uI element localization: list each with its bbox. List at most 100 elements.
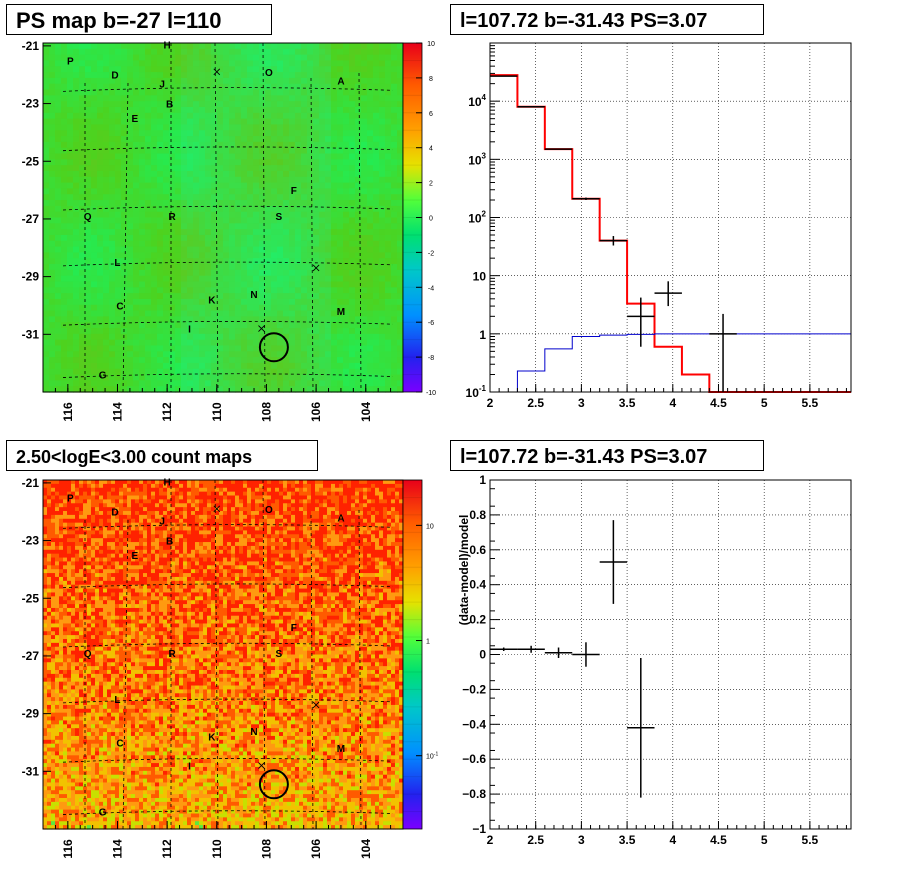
heatmap-cell: [283, 258, 290, 265]
heatmap-cell: [133, 211, 140, 219]
heatmap-cell: [361, 130, 368, 137]
heatmap-cell: [337, 217, 344, 224]
heatmap-cell: [59, 646, 64, 652]
heatmap-cell: [103, 293, 110, 300]
heatmap-cell: [235, 223, 242, 230]
y-tick-label-base: 10: [468, 95, 482, 109]
heatmap-cell: [47, 797, 52, 803]
heatmap-cell: [295, 48, 302, 56]
heatmap-cell: [343, 54, 350, 62]
heatmap-cell: [265, 118, 272, 126]
heatmap-cell: [79, 542, 84, 547]
heatmap-cell: [43, 176, 50, 184]
heatmap-cell: [55, 345, 62, 352]
heatmap-cell: [115, 316, 122, 323]
heatmap-cell: [157, 362, 164, 370]
heatmap-cell: [325, 304, 332, 312]
heatmap-cell: [87, 743, 92, 749]
heatmap-cell: [229, 66, 236, 73]
heatmap-cell: [361, 345, 368, 352]
heatmap-cell: [343, 165, 350, 172]
heatmap-cell: [391, 124, 398, 131]
heatmap-cell: [283, 188, 290, 195]
heatmap-cell: [253, 287, 260, 294]
heatmap-cell: [175, 211, 182, 219]
heatmap-cell: [199, 298, 206, 306]
heatmap-cell: [87, 782, 92, 787]
heatmap-cell: [109, 170, 116, 178]
heatmap-cell: [71, 712, 76, 718]
heatmap-cell: [355, 194, 362, 201]
heatmap-cell: [397, 200, 404, 207]
heatmap-cell: [47, 511, 52, 516]
y-tick-label: -25: [22, 154, 40, 168]
heatmap-cell: [151, 322, 158, 329]
heatmap-cell: [235, 386, 242, 393]
heatmap-cell: [313, 351, 320, 358]
heatmap-cell: [121, 374, 128, 381]
heatmap-cell: [253, 211, 260, 219]
heatmap-cell: [397, 310, 404, 317]
heatmap-cell: [75, 654, 80, 659]
heatmap-cell: [175, 130, 182, 137]
heatmap-cell: [145, 66, 152, 73]
heatmap-cell: [163, 95, 170, 102]
heatmap-cell: [55, 136, 62, 143]
heatmap-cell: [241, 118, 248, 126]
heatmap-cell: [121, 141, 128, 149]
heatmap-cell: [71, 751, 76, 756]
heatmap-cell: [85, 60, 92, 67]
heatmap-cell: [87, 805, 92, 811]
heatmap-cell: [277, 170, 284, 178]
heatmap-cell: [205, 66, 212, 73]
heatmap-cell: [385, 101, 392, 108]
heatmap-cell: [241, 182, 248, 190]
heatmap-cell: [51, 662, 56, 667]
heatmap-cell: [217, 124, 224, 131]
heatmap-cell: [205, 106, 212, 114]
heatmap-cell: [373, 66, 380, 73]
heatmap-cell: [241, 240, 248, 248]
heatmap-cell: [343, 188, 350, 195]
heatmap-cell: [51, 825, 56, 830]
heatmap-cell: [337, 170, 344, 178]
heatmap-cell: [331, 316, 338, 323]
heatmap-cell: [75, 770, 80, 776]
heatmap-cell: [127, 345, 134, 352]
heatmap-cell: [187, 269, 194, 277]
heatmap-cell: [313, 333, 320, 341]
heatmap-cell: [259, 258, 266, 265]
heatmap-cell: [51, 607, 56, 613]
heatmap-cell: [379, 211, 386, 219]
heatmap-cell: [169, 95, 176, 102]
heatmap-cell: [397, 194, 404, 201]
heatmap-cell: [367, 269, 374, 277]
heatmap-cell: [79, 580, 84, 586]
heatmap-cell: [79, 739, 84, 745]
heatmap-cell: [187, 380, 194, 387]
heatmap-cell: [133, 275, 140, 283]
heatmap-cell: [103, 252, 110, 259]
heatmap-cell: [397, 176, 404, 184]
heatmap-cell: [385, 374, 392, 381]
heatmap-cell: [295, 374, 302, 381]
heatmap-cell: [259, 176, 266, 184]
heatmap-cell: [67, 549, 72, 555]
heatmap-cell: [75, 763, 80, 768]
heatmap-cell: [187, 153, 194, 160]
heatmap-cell: [211, 258, 218, 265]
heatmap-cell: [283, 380, 290, 387]
heatmap-cell: [47, 666, 52, 671]
heatmap-cell: [79, 693, 84, 698]
heatmap-cell: [355, 258, 362, 265]
heatmap-cell: [67, 298, 74, 306]
heatmap-cell: [331, 141, 338, 149]
heatmap-cell: [103, 124, 110, 131]
heatmap-cell: [295, 200, 302, 207]
heatmap-cell: [109, 287, 116, 294]
heatmap-cell: [139, 269, 146, 277]
heatmap-cell: [265, 223, 272, 230]
heatmap-cell: [391, 234, 398, 242]
heatmap-cell: [121, 264, 128, 271]
heatmap-cell: [253, 106, 260, 114]
